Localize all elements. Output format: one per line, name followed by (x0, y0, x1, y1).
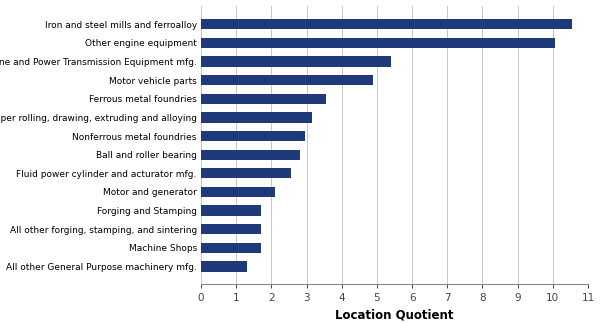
Bar (201, 150, 299, 160)
Bar (201, 131, 305, 141)
Bar (201, 168, 291, 178)
Bar (201, 56, 391, 67)
Bar (201, 261, 247, 272)
Bar (201, 94, 326, 104)
Bar (201, 205, 261, 216)
Bar (201, 38, 554, 48)
Bar (201, 187, 275, 197)
Bar (201, 112, 312, 122)
Bar (201, 19, 572, 29)
Bar (201, 224, 261, 234)
X-axis label: Location Quotient: Location Quotient (335, 309, 454, 322)
Bar (201, 75, 373, 85)
Bar (201, 243, 261, 253)
